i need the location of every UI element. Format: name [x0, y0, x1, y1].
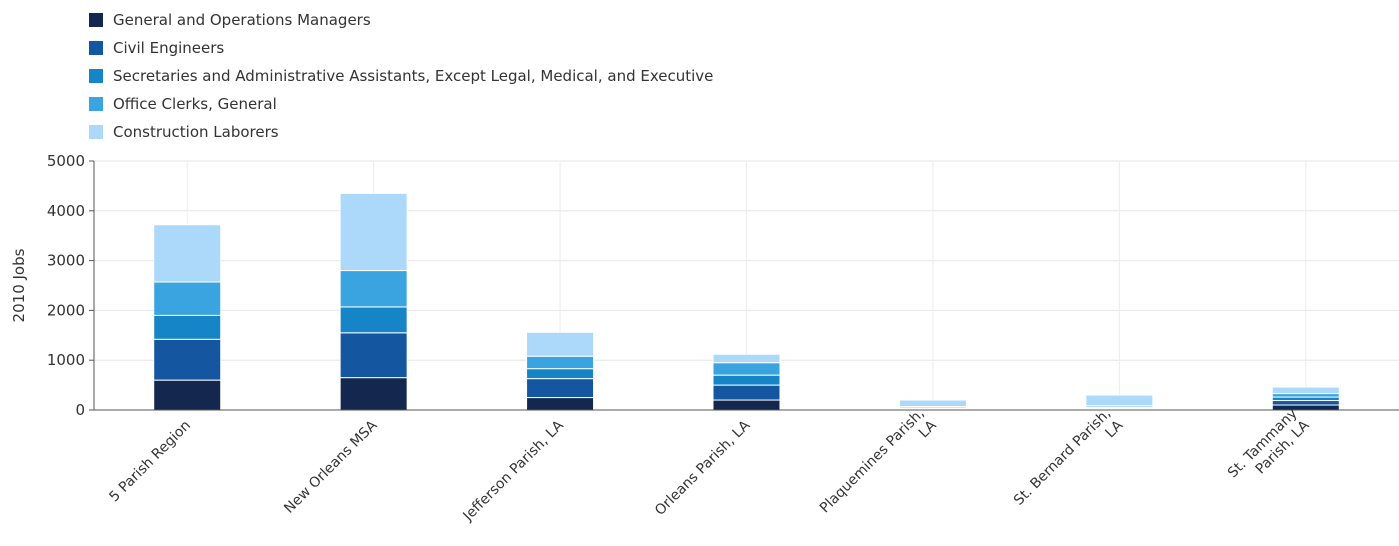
- bar-segment[interactable]: [339, 332, 408, 379]
- bar-segment[interactable]: [153, 379, 222, 411]
- bar-segment[interactable]: [526, 378, 595, 399]
- bar-segment[interactable]: [153, 224, 222, 283]
- bar-segment[interactable]: [153, 338, 222, 381]
- legend-swatch: [89, 125, 103, 139]
- x-category-label: New Orleans MSA: [281, 417, 380, 516]
- x-category-label: Jefferson Parish, LA: [460, 417, 568, 525]
- x-category-label: Orleans Parish, LA: [652, 417, 754, 519]
- bar-segment[interactable]: [339, 377, 408, 411]
- x-category-label: St. Bernard Parish,LA: [1011, 405, 1127, 521]
- legend-item[interactable]: General and Operations Managers: [113, 11, 371, 29]
- y-tick-labels: 0 1000 2000 3000 4000 5000: [47, 152, 94, 419]
- bar-segment[interactable]: [526, 355, 595, 370]
- x-category-labels: 5 Parish Region New Orleans MSA Jefferson …: [106, 405, 1313, 528]
- bar-segment[interactable]: [339, 192, 408, 272]
- bar-segment[interactable]: [526, 331, 595, 357]
- legend-item[interactable]: Office Clerks, General: [113, 95, 277, 113]
- bars: [153, 192, 1340, 411]
- legend-swatch: [89, 13, 103, 27]
- bar-segment[interactable]: [339, 270, 408, 308]
- legend-item[interactable]: Construction Laborers: [113, 123, 279, 141]
- bar-segment[interactable]: [712, 374, 781, 386]
- bar-segment[interactable]: [712, 353, 781, 364]
- y-tick-label: 4000: [47, 202, 85, 220]
- y-axis-title: 2010 Jobs: [10, 248, 28, 322]
- legend-swatch: [89, 41, 103, 55]
- bar-segment[interactable]: [1271, 404, 1340, 411]
- bar-segment[interactable]: [1271, 400, 1340, 406]
- bar-segment[interactable]: [153, 314, 222, 340]
- legend-item[interactable]: Civil Engineers: [113, 39, 224, 57]
- legend-swatch: [89, 69, 103, 83]
- y-tick-label: 5000: [47, 152, 85, 170]
- x-category-label: St. TammanyParish, LA: [1225, 405, 1313, 493]
- bar-segment[interactable]: [712, 362, 781, 376]
- bar-segment[interactable]: [526, 368, 595, 380]
- x-category-label: Plaquemines Parish,LA: [817, 405, 940, 528]
- legend: General and Operations Managers Civil Eng…: [89, 11, 713, 141]
- bar-segment[interactable]: [712, 399, 781, 411]
- y-tick-label: 0: [75, 401, 85, 419]
- x-category-label: 5 Parish Region: [106, 418, 194, 506]
- y-tick-label: 1000: [47, 351, 85, 369]
- bar-segment[interactable]: [153, 281, 222, 316]
- axes: [93, 161, 1399, 411]
- bar-segment[interactable]: [1271, 393, 1340, 398]
- y-tick-label: 2000: [47, 301, 85, 319]
- bar-segment[interactable]: [1085, 394, 1154, 407]
- bar-segment[interactable]: [1271, 396, 1340, 402]
- legend-swatch: [89, 97, 103, 111]
- bar-segment[interactable]: [526, 397, 595, 411]
- bar-segment[interactable]: [898, 399, 967, 408]
- y-tick-label: 3000: [47, 252, 85, 270]
- bar-segment[interactable]: [712, 384, 781, 401]
- gridlines: [94, 160, 1399, 410]
- bar-segment[interactable]: [1271, 386, 1340, 395]
- legend-item[interactable]: Secretaries and Administrative Assistant…: [113, 67, 713, 85]
- bar-segment[interactable]: [339, 306, 408, 334]
